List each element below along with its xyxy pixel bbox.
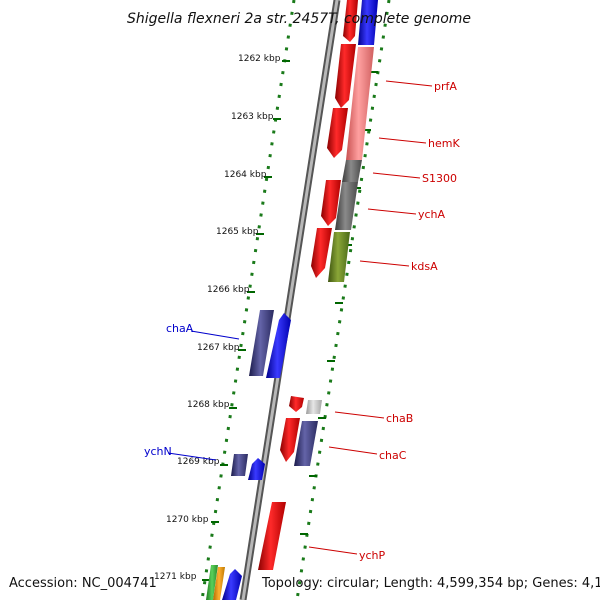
gene-arrow xyxy=(289,396,304,412)
gene-label-kdsA: kdsA xyxy=(411,260,438,273)
gene-block xyxy=(231,454,248,476)
tick-label: 1269 kbp xyxy=(177,457,220,467)
gene-block xyxy=(294,421,318,466)
gene-label-chaC: chaC xyxy=(379,449,407,462)
gene-arrow xyxy=(248,458,265,480)
gene-arrow xyxy=(266,313,291,378)
gene-label-hemK: hemK xyxy=(428,137,460,150)
gene-block xyxy=(342,160,362,182)
gene-label-ychP: ychP xyxy=(359,549,386,562)
tick-label: 1267 kbp xyxy=(197,343,240,353)
feature-track-left xyxy=(206,310,291,600)
leader-line xyxy=(359,260,410,267)
gene-label-chaA: chaA xyxy=(166,322,194,335)
leader-line xyxy=(372,172,421,179)
tick-label: 1266 kbp xyxy=(207,285,250,295)
track-guides xyxy=(200,0,391,600)
gene-labels: prfA hemK S1300 ychA kdsA chaB chaC ychP… xyxy=(144,80,460,562)
gene-block xyxy=(346,47,374,160)
feature-track-inner xyxy=(258,0,358,570)
gene-arrow xyxy=(311,228,332,278)
feature-track-right xyxy=(294,0,378,466)
gene-label-chaB: chaB xyxy=(386,412,413,425)
leader-line xyxy=(334,411,385,419)
leader-line xyxy=(308,546,358,555)
tick-label: 1264 kbp xyxy=(224,170,267,180)
leader-line xyxy=(167,452,217,461)
gene-block xyxy=(306,400,322,414)
gene-arrow xyxy=(327,108,348,158)
gene-label-ychN: ychN xyxy=(144,445,172,458)
leader-line xyxy=(378,137,427,144)
gene-arrow xyxy=(343,0,358,42)
gene-arrow xyxy=(280,418,300,462)
leader-line xyxy=(328,446,378,455)
tick-label: 1270 kbp xyxy=(166,515,209,525)
gene-block xyxy=(358,0,378,45)
gene-label-ychA: ychA xyxy=(418,208,446,221)
tick-label: 1262 kbp xyxy=(238,54,281,64)
gene-block xyxy=(328,232,350,282)
gene-arrow xyxy=(258,502,286,570)
genome-backbone xyxy=(239,0,341,600)
gene-arrow xyxy=(321,180,341,226)
genome-stats-text: Topology: circular; Length: 4,599,354 bp… xyxy=(261,576,600,591)
label-leaders xyxy=(167,80,433,555)
accession-text: Accession: NC_004741 xyxy=(9,576,157,591)
leader-line xyxy=(367,208,417,215)
gene-block xyxy=(335,182,358,230)
gene-label-prfA: prfA xyxy=(434,80,457,93)
tick-label: 1265 kbp xyxy=(216,227,259,237)
tick-label: 1268 kbp xyxy=(187,400,230,410)
outer-guide-right xyxy=(295,0,391,600)
tick-labels: 1262 kbp 1263 kbp 1264 kbp 1265 kbp 1266… xyxy=(154,54,281,582)
tick-label: 1271 kbp xyxy=(154,572,197,582)
tick-label: 1263 kbp xyxy=(231,112,274,122)
outer-guide-left xyxy=(200,0,296,600)
leader-line xyxy=(385,80,433,87)
gene-arrow xyxy=(222,569,242,600)
gene-block xyxy=(206,565,218,600)
gene-block xyxy=(213,567,225,600)
leader-line xyxy=(190,330,240,340)
map-title: Shigella flexneri 2a str. 2457T, complet… xyxy=(127,11,471,27)
gene-block xyxy=(249,310,274,376)
gene-label-S1300: S1300 xyxy=(422,172,457,185)
gene-arrow xyxy=(335,44,356,108)
